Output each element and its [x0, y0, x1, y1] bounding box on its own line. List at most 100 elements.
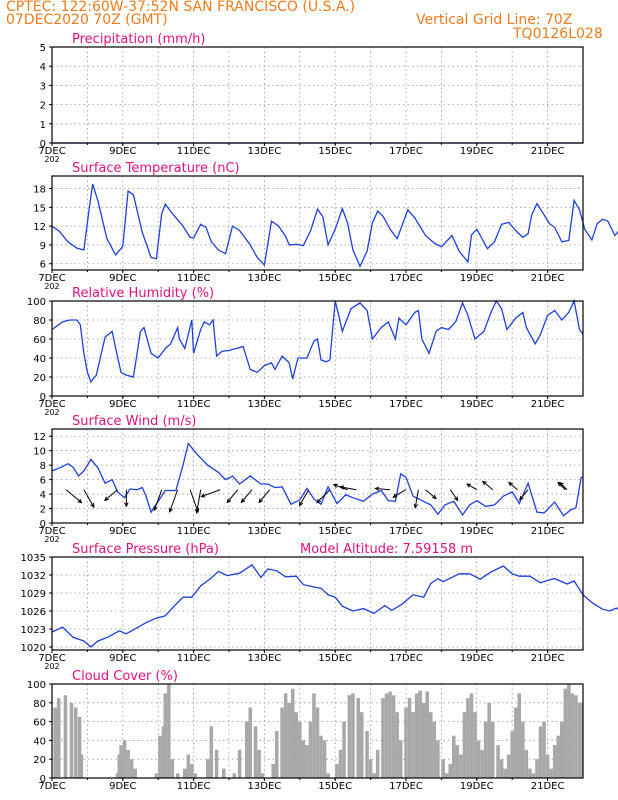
wind-arrow: [258, 489, 271, 503]
wind-arrow-head: [508, 481, 513, 487]
cloud-cover-bar: [506, 754, 511, 778]
cloud-cover-bar: [248, 707, 253, 778]
y-tick-label: 0: [40, 519, 46, 530]
panel-title: Relative Humidity (%): [72, 286, 214, 301]
wind-arrow: [414, 489, 419, 508]
y-tick-label: 2: [40, 505, 46, 516]
x-tick-label: 9DEC: [109, 399, 136, 410]
y-tick-label: 3: [40, 81, 46, 92]
y-tick-label: 10: [33, 447, 46, 458]
cloud-cover-bar: [301, 740, 306, 778]
y-tick-label: 1035: [21, 553, 46, 564]
wind-arrow: [241, 489, 253, 503]
x-tick-label: 13DEC: [248, 146, 282, 157]
cloud-cover-bar: [414, 693, 419, 778]
x-tick-label: 17DEC: [389, 781, 423, 792]
wind-arrow: [449, 489, 459, 501]
cloud-cover-bar: [351, 693, 355, 778]
panel-title: Surface Temperature (nC): [72, 161, 240, 176]
cloud-cover-bar: [436, 740, 440, 778]
x-tick-label: 11DEC: [177, 526, 211, 537]
cloud-cover-bar: [193, 773, 198, 778]
wind-arrow: [482, 480, 494, 491]
wind-arrow-head: [226, 498, 232, 504]
wind-arrow-head: [466, 483, 472, 488]
cloud-cover-bar: [290, 688, 295, 778]
x-tick-label: 11DEC: [177, 653, 211, 664]
y-tick-label: 15: [33, 203, 46, 214]
year-label: 202: [44, 155, 59, 164]
y-tick-label: 2: [40, 101, 46, 112]
cloud-cover-bar: [574, 695, 578, 778]
wind-arrow-head: [153, 506, 158, 512]
cloud-cover-bar: [391, 695, 396, 778]
wind-arrow: [226, 489, 239, 503]
x-tick-label: 21DEC: [531, 653, 565, 664]
cloud-cover-bar: [466, 698, 470, 778]
cloud-cover-bar: [280, 707, 284, 778]
wind-arrow: [153, 489, 163, 511]
x-tick-label: 9DEC: [109, 273, 136, 284]
x-tick-label: 21DEC: [531, 273, 565, 284]
header-code: TQ0126L028: [513, 26, 603, 42]
cloud-cover-bar: [312, 693, 316, 778]
cloud-cover-bar: [326, 773, 330, 778]
y-tick-label: 1032: [21, 571, 46, 582]
cloud-cover-bar: [549, 768, 553, 778]
wind-arrow-head: [374, 486, 380, 491]
cloud-cover-bar: [322, 740, 327, 778]
cloud-cover-bar: [476, 740, 481, 778]
y-tick-label: 1023: [21, 625, 46, 636]
cloud-cover-bar: [283, 693, 288, 778]
x-tick-label: 11DEC: [177, 781, 211, 792]
cloud-cover-bar: [126, 749, 130, 778]
panel-title: Surface Pressure (hPa): [72, 542, 219, 557]
cloud-cover-bar: [368, 759, 373, 778]
wind-arrow: [189, 489, 199, 512]
cloud-cover-bar: [237, 749, 242, 778]
y-tick-label: 6: [40, 476, 46, 487]
wind-arrow-head: [519, 495, 524, 501]
cloud-cover-bar: [499, 759, 504, 778]
cloud-cover-bar: [455, 745, 460, 778]
cloud-cover-bar: [175, 773, 180, 778]
cloud-cover-bar: [298, 721, 302, 778]
wind-arrow-head: [240, 498, 246, 504]
y-tick-label: 100: [27, 297, 46, 308]
x-tick-label: 21DEC: [531, 146, 565, 157]
cloud-cover-bar: [119, 745, 123, 778]
cloud-cover-bar: [503, 768, 507, 778]
x-tick-label: 17DEC: [389, 653, 423, 664]
cloud-cover-bar: [538, 726, 543, 778]
cloud-cover-bar: [294, 712, 299, 778]
x-tick-label: 13DEC: [248, 653, 282, 664]
cloud-cover-bar: [133, 768, 137, 778]
year-label: 202: [44, 662, 59, 671]
y-tick-label: 1026: [21, 607, 46, 618]
cloud-cover-bar: [342, 721, 346, 778]
series-line: [51, 298, 584, 384]
wind-arrow: [83, 489, 95, 508]
wind-arrow-head: [392, 493, 398, 498]
cloud-cover-bar: [407, 698, 412, 778]
y-tick-label: 9: [40, 241, 46, 252]
x-tick-label: 19DEC: [460, 653, 494, 664]
cloud-cover-bar: [404, 707, 408, 778]
panel-title: Precipitation (mm/h): [72, 32, 205, 47]
header-vertical-grid: Vertical Grid Line: 70Z: [416, 12, 573, 28]
cloud-cover-bar: [170, 759, 175, 778]
header-date: 07DEC2020 70Z (GMT): [6, 12, 168, 28]
cloud-cover-bar: [556, 735, 560, 778]
cloud-cover-bar: [496, 745, 500, 778]
cloud-cover-bar: [182, 768, 187, 778]
cloud-cover-bar: [305, 745, 309, 778]
y-tick-label: 60: [33, 718, 46, 729]
panel-frame: [51, 300, 584, 397]
y-tick-label: 4: [40, 490, 46, 501]
cloud-cover-bar: [257, 749, 261, 778]
y-tick-label: 0: [40, 774, 46, 785]
wind-arrow: [104, 489, 118, 501]
series-line: [51, 183, 618, 268]
